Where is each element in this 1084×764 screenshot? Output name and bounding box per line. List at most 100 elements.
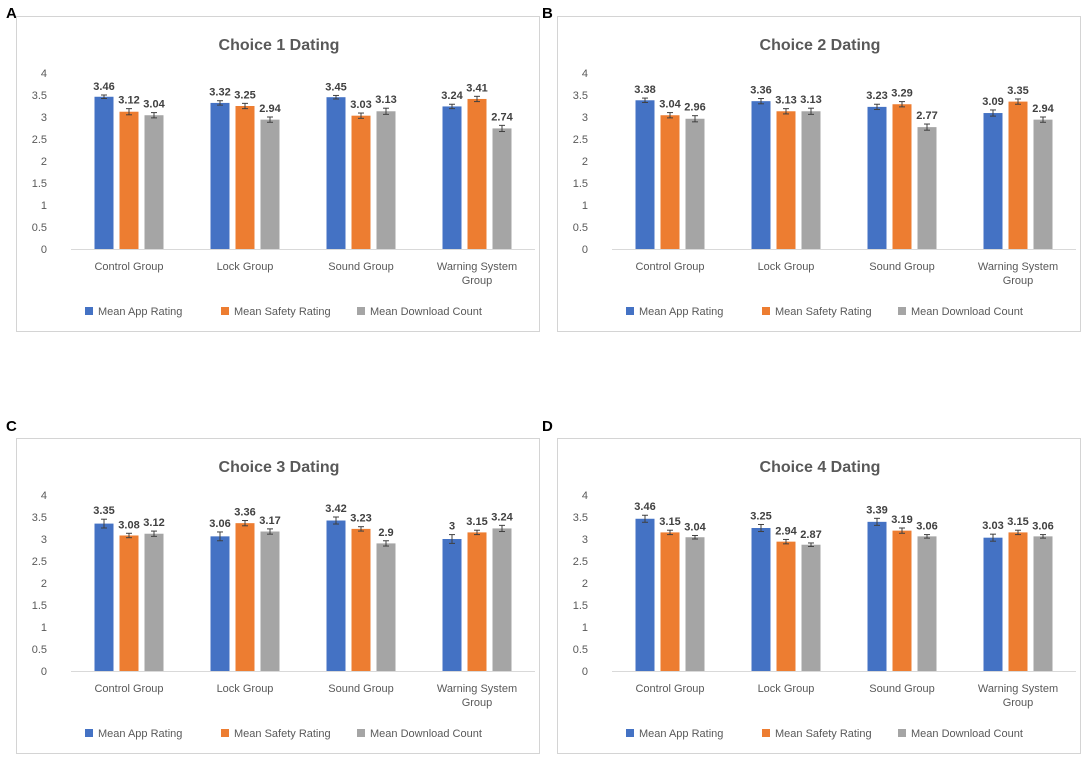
chart-title: Choice 2 Dating	[760, 37, 881, 54]
legend-swatch	[85, 307, 93, 315]
category-label: Sound Group	[869, 261, 934, 273]
y-tick-label: 0	[41, 244, 47, 256]
bar	[442, 539, 462, 671]
chart-c: Choice 3 Dating 0 0.5 1 1.5 2 2.5 3 3.5 4 3.35 3.08…	[32, 459, 535, 740]
panel-label-d: D	[542, 418, 553, 435]
y-tick-label: 3	[41, 534, 47, 546]
y-tick-label: 1	[582, 622, 588, 634]
legend-label: Mean Safety Rating	[234, 306, 331, 318]
legend-swatch	[762, 729, 770, 737]
bar	[119, 535, 139, 671]
bar	[144, 533, 164, 671]
data-label: 3.35	[93, 505, 114, 517]
bar	[1033, 536, 1053, 671]
category-label: Control Group	[94, 261, 163, 273]
data-label: 3.42	[325, 503, 346, 515]
bar	[867, 106, 887, 249]
data-label: 3.06	[1032, 521, 1053, 533]
y-tick-label: 2	[41, 156, 47, 168]
y-tick-label: 1.5	[32, 178, 47, 190]
category-label: Sound Group	[869, 683, 934, 695]
data-label: 3.04	[143, 99, 165, 111]
data-label: 3.03	[350, 99, 371, 111]
panel-label-c: C	[6, 418, 17, 435]
bar	[892, 104, 912, 250]
bar	[751, 101, 771, 249]
category-label: Sound Group	[328, 683, 393, 695]
data-label: 3.15	[659, 516, 680, 528]
bar	[119, 111, 139, 249]
bar	[1008, 101, 1028, 249]
data-label: 3.23	[350, 513, 371, 525]
legend-swatch	[626, 307, 634, 315]
y-tick-label: 1	[582, 200, 588, 212]
bar	[210, 102, 230, 249]
data-label: 3.06	[209, 518, 230, 530]
legend-swatch	[626, 729, 634, 737]
legend-label: Mean App Rating	[639, 306, 723, 318]
data-label: 3.41	[466, 82, 487, 94]
data-label: 2.94	[259, 103, 281, 115]
bar	[776, 111, 796, 249]
legend-swatch	[357, 729, 365, 737]
y-tick-label: 0.5	[573, 644, 588, 656]
y-tick-label: 2.5	[32, 556, 47, 568]
bar	[801, 111, 821, 249]
data-label: 3.35	[1007, 85, 1028, 97]
data-label: 2.74	[491, 111, 513, 123]
legend-swatch	[898, 729, 906, 737]
bar	[210, 536, 230, 671]
bar	[492, 128, 512, 249]
legend-label: Mean Download Count	[911, 728, 1023, 740]
y-tick-label: 0.5	[32, 644, 47, 656]
category-label: Group	[462, 275, 493, 287]
bar	[660, 532, 680, 671]
legend-label: Mean Safety Rating	[775, 728, 872, 740]
bar	[94, 96, 114, 249]
y-tick-label: 1	[41, 622, 47, 634]
bar	[867, 521, 887, 671]
y-tick-label: 3	[41, 112, 47, 124]
category-label: Control Group	[635, 683, 704, 695]
category-label: Sound Group	[328, 261, 393, 273]
legend-swatch	[221, 307, 229, 315]
data-label: 3.03	[982, 520, 1003, 532]
y-tick-label: 0	[582, 666, 588, 678]
data-label: 3.46	[93, 81, 114, 93]
y-tick-label: 3.5	[32, 512, 47, 524]
legend-swatch	[85, 729, 93, 737]
legend-label: Mean Download Count	[370, 306, 482, 318]
y-tick-label: 1.5	[573, 600, 588, 612]
category-label: Lock Group	[758, 683, 815, 695]
category-label: Control Group	[94, 683, 163, 695]
chart-title: Choice 3 Dating	[219, 459, 340, 476]
bar	[94, 523, 114, 671]
data-label: 3.46	[634, 501, 655, 513]
category-label: Warning System	[978, 683, 1058, 695]
y-tick-label: 1	[41, 200, 47, 212]
bar	[326, 97, 346, 249]
chart-title: Choice 4 Dating	[760, 459, 881, 476]
y-tick-label: 1.5	[32, 600, 47, 612]
chart-panel-d: Choice 4 Dating 0 0.5 1 1.5 2 2.5 3 3.5 4 3.46 3.15…	[557, 438, 1081, 754]
chart-panel-c: Choice 3 Dating 0 0.5 1 1.5 2 2.5 3 3.5 4 3.35 3.08…	[16, 438, 540, 754]
y-tick-label: 3.5	[573, 512, 588, 524]
chart-a: Choice 1 Dating 0 0.5 1 1.5 2 2.5 3 3.5 4 3.46 3.12…	[32, 37, 535, 318]
data-label: 3.29	[891, 88, 912, 100]
y-tick-label: 4	[41, 68, 47, 80]
y-tick-label: 2.5	[573, 134, 588, 146]
category-label: Warning System	[978, 261, 1058, 273]
category-label: Group	[1003, 697, 1034, 709]
bar	[260, 531, 280, 671]
bar	[801, 544, 821, 671]
data-label: 3.06	[916, 521, 937, 533]
data-label: 3.04	[684, 521, 706, 533]
y-tick-label: 2.5	[573, 556, 588, 568]
bar	[917, 536, 937, 671]
bar	[351, 115, 371, 250]
y-tick-label: 0.5	[573, 222, 588, 234]
bar	[442, 106, 462, 249]
data-label: 3.13	[800, 94, 821, 106]
legend-swatch	[221, 729, 229, 737]
data-label: 3.25	[234, 89, 255, 101]
